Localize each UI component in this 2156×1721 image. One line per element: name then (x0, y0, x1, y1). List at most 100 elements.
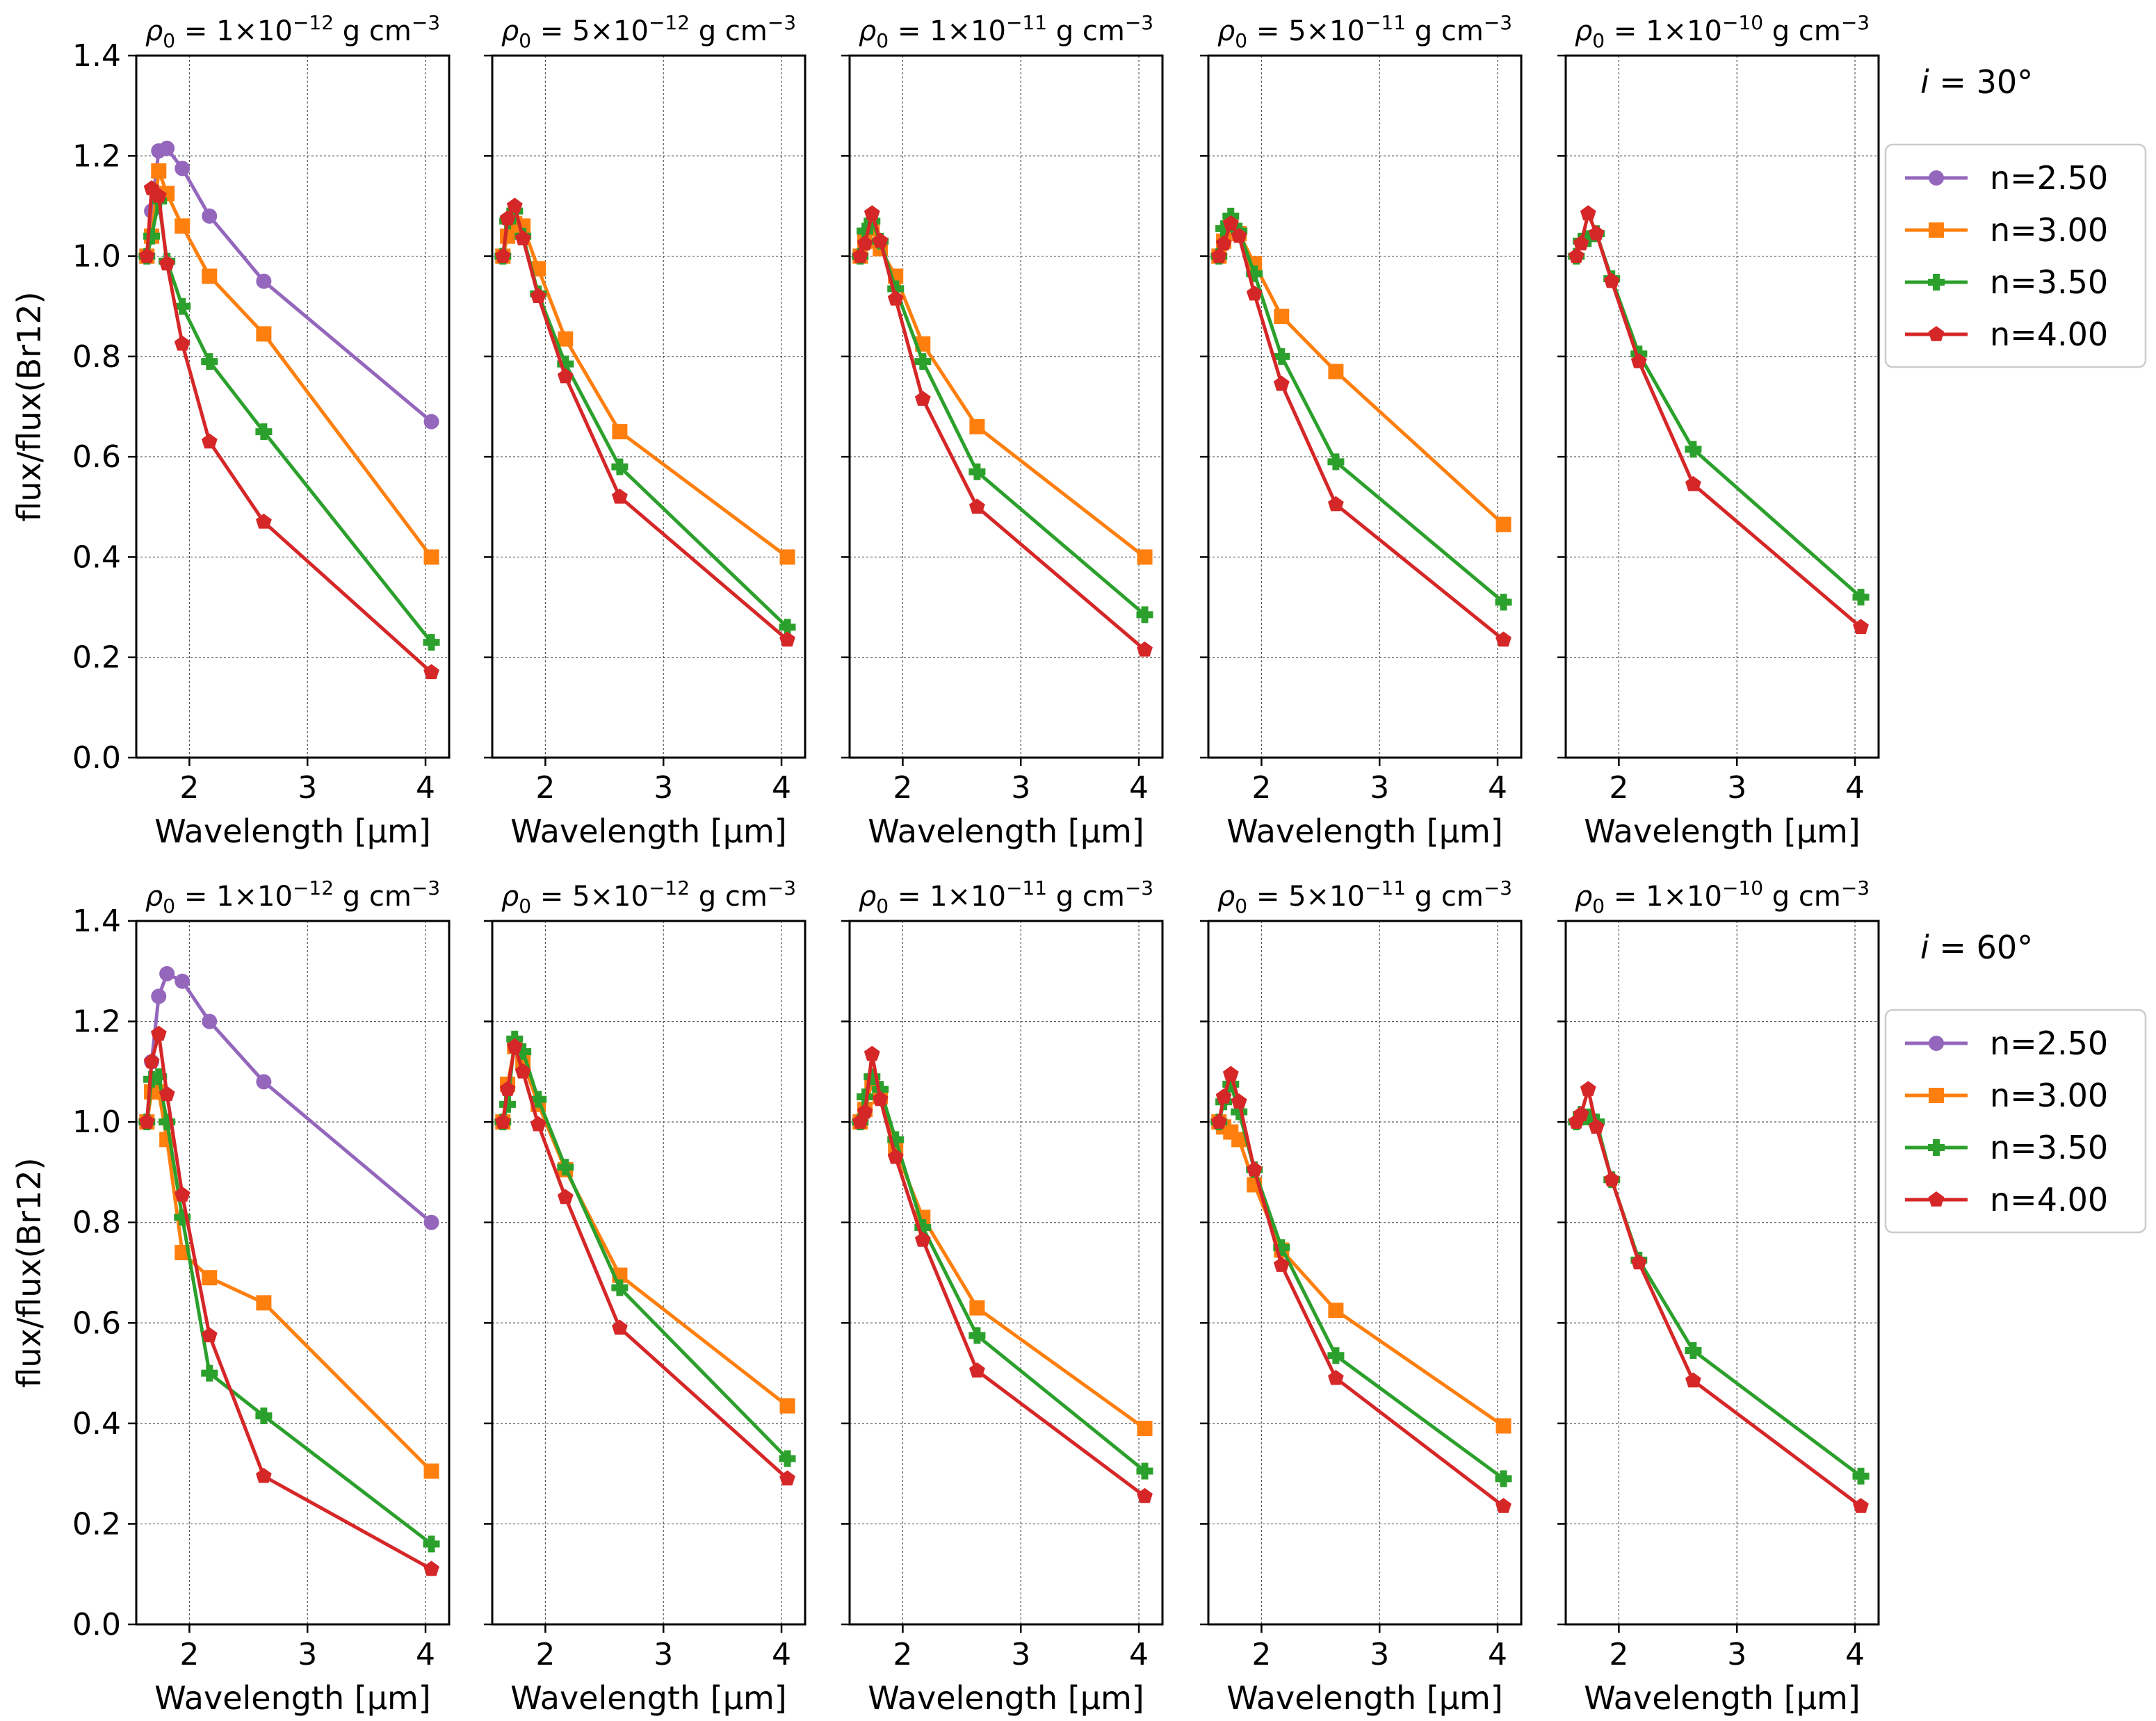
data-point (1852, 589, 1870, 606)
title-unit-exponent: −3 (1484, 876, 1512, 899)
panel-title: ρ0 = 5×10−11 g cm−3 (1217, 876, 1512, 917)
data-point (143, 227, 161, 245)
x-tick-label: 3 (1727, 1637, 1746, 1672)
data-point (1137, 1421, 1153, 1437)
y-tick-label: 1.2 (72, 1004, 121, 1040)
data-point (1685, 1372, 1701, 1388)
legend-marker (1929, 1088, 1944, 1103)
x-tick-label: 2 (893, 1637, 912, 1672)
x-axis-label: Wavelength [μm] (1226, 1679, 1502, 1717)
x-tick-label: 4 (772, 770, 791, 806)
data-point (1274, 309, 1290, 325)
data-point (852, 247, 868, 263)
panel-title: ρ0 = 1×10−10 g cm−3 (1575, 11, 1870, 52)
title-times-ten: ×10 (234, 881, 293, 913)
legend-marker (1928, 1139, 1945, 1156)
data-point (611, 1279, 629, 1296)
data-point (1496, 1498, 1511, 1513)
data-point (1231, 227, 1247, 243)
data-point (423, 1463, 439, 1479)
legend-marker (1928, 326, 1945, 341)
y-tick-label: 0.2 (72, 1506, 121, 1542)
rho-symbol: ρ (1217, 881, 1235, 913)
x-tick-label: 3 (654, 1637, 673, 1672)
legend-label: n=3.00 (1990, 211, 2108, 249)
title-times-ten: ×10 (590, 881, 649, 913)
x-tick-label: 4 (416, 1637, 435, 1672)
legend-marker (1929, 170, 1944, 186)
x-axis-label: Wavelength [μm] (868, 813, 1144, 850)
title-coef: 5 (1288, 881, 1306, 913)
panel-frame (848, 920, 1164, 1626)
x-tick-label: 2 (1251, 1637, 1271, 1672)
data-point (1215, 235, 1232, 251)
title-unit: g cm (690, 15, 768, 47)
data-point (499, 1095, 517, 1113)
panel-title: ρ0 = 5×10−12 g cm−3 (501, 11, 796, 52)
data-point (1137, 641, 1153, 657)
data-point (256, 1074, 272, 1090)
rho-subscript: 0 (876, 895, 889, 917)
title-exponent: −12 (293, 876, 334, 899)
title-unit: g cm (1406, 15, 1484, 47)
data-point (1588, 225, 1605, 240)
title-coef: 1 (930, 881, 947, 913)
title-equals: = (175, 881, 216, 913)
data-point (1136, 1462, 1153, 1480)
title-unit-exponent: −3 (1841, 11, 1870, 34)
title-exponent: −11 (1365, 876, 1406, 899)
data-point (423, 634, 440, 651)
data-point (175, 218, 191, 234)
title-unit: g cm (1763, 881, 1841, 913)
title-equals: = (175, 15, 216, 47)
y-tick-label: 0.8 (72, 1205, 121, 1241)
title-coef: 1 (1646, 881, 1663, 913)
rho-subscript: 0 (1592, 895, 1605, 917)
data-point (1496, 1418, 1511, 1434)
series-n-3_00 (852, 220, 1153, 565)
data-point (1210, 1114, 1227, 1129)
panel-r0-c0: 0.0 0.2 0.4 0.6 0.8 1.0 1.2 1.4 2 3 4 Wavelength [μ… (72, 11, 451, 850)
x-tick-label: 3 (1011, 1637, 1030, 1672)
series-n-3_00 (139, 1084, 439, 1479)
data-point (611, 458, 629, 475)
x-tick-label: 2 (1609, 1637, 1628, 1672)
series-n-4_00 (138, 180, 439, 680)
series-n-3_50 (138, 1068, 440, 1553)
data-point (201, 1327, 218, 1343)
data-point (1222, 215, 1239, 231)
panel-title: ρ0 = 5×10−12 g cm−3 (501, 876, 796, 917)
data-point (1580, 230, 1597, 247)
data-point (1231, 1103, 1248, 1120)
inclination-value: 60° (1977, 929, 2034, 966)
y-tick-label: 1.4 (72, 38, 121, 74)
series-line (145, 199, 433, 644)
series-n-4_00 (1210, 215, 1511, 647)
series-n-3_00 (852, 1074, 1153, 1437)
x-tick-label: 3 (1011, 770, 1030, 806)
title-unit: g cm (1047, 15, 1125, 47)
data-point (151, 163, 167, 179)
legend: n=2.50 n=3.00 n=3.50 n=4.00 (1884, 1009, 2147, 1234)
data-point (175, 161, 191, 177)
y-tick-label: 1.0 (72, 239, 121, 275)
panel-frame (1207, 920, 1523, 1626)
x-tick-label: 4 (1129, 770, 1149, 806)
rho-subscript: 0 (1235, 895, 1247, 917)
series-line (858, 1075, 1146, 1473)
data-point (1685, 475, 1701, 491)
x-axis-label: Wavelength [μm] (154, 813, 430, 850)
panel-title: ρ0 = 1×10−10 g cm−3 (1575, 876, 1870, 917)
series-n-4_00 (852, 1045, 1153, 1503)
data-point (202, 268, 218, 284)
data-point (151, 988, 167, 1004)
title-equals: = (1605, 881, 1646, 913)
rho-symbol: ρ (859, 15, 876, 47)
data-point (202, 1013, 218, 1029)
data-point (174, 1209, 191, 1226)
data-point (1273, 1239, 1290, 1256)
data-point (1495, 1470, 1512, 1487)
data-point (1273, 348, 1290, 365)
x-axis-label: Wavelength [μm] (1584, 1679, 1860, 1717)
data-point (201, 353, 218, 370)
